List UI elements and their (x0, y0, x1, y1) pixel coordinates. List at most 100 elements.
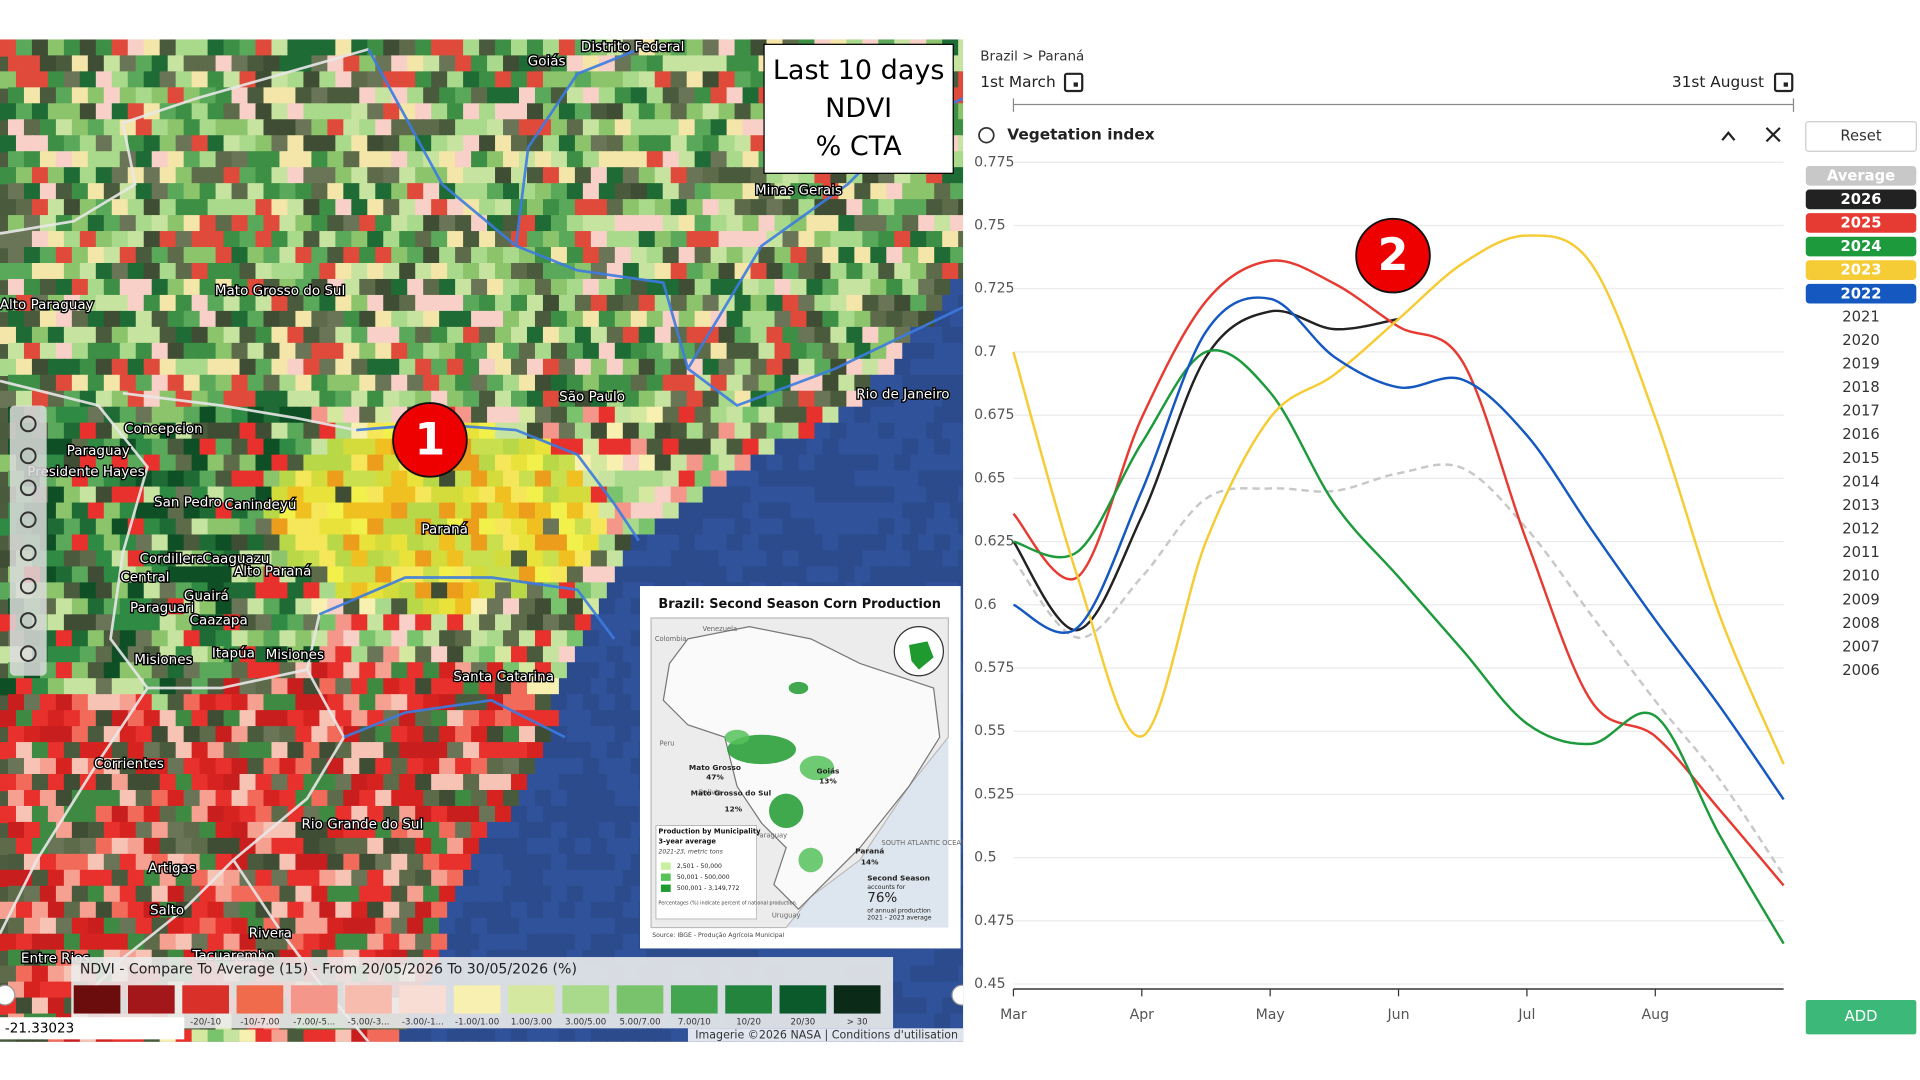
tool-icon[interactable] (19, 415, 37, 433)
inset-production (798, 847, 824, 873)
legend-chip[interactable] (1805, 189, 1917, 210)
map-cell (367, 167, 385, 185)
map-cell (423, 502, 441, 520)
map-cell (279, 310, 297, 329)
map-cell (798, 422, 816, 440)
map-toolbar[interactable] (9, 405, 47, 676)
map-cell (670, 103, 688, 121)
map-cell (255, 454, 273, 472)
map-cell (119, 406, 137, 424)
reset-button[interactable] (1805, 121, 1917, 152)
calendar-icon[interactable] (1063, 72, 1084, 93)
pan-left[interactable] (0, 984, 16, 1006)
map-cell (263, 342, 281, 361)
legend-chip[interactable] (1805, 260, 1917, 280)
map-cell (327, 885, 345, 903)
legend-year[interactable]: 2009 (1842, 591, 1880, 608)
map-cell (79, 710, 98, 728)
map-cell (223, 199, 241, 217)
legend-year[interactable]: 2020 (1842, 332, 1880, 349)
map-cell (534, 470, 553, 488)
legend-year[interactable]: 2018 (1842, 379, 1880, 396)
map-label: Santa Catarina (453, 669, 554, 685)
map-cell (135, 183, 153, 201)
map-cell (558, 294, 577, 313)
map-cell (319, 614, 337, 632)
calendar-icon[interactable] (1773, 72, 1794, 93)
legend-year[interactable]: 2010 (1842, 568, 1880, 585)
legend-year[interactable]: 2012 (1842, 521, 1880, 538)
legend-year[interactable]: 2011 (1842, 544, 1880, 561)
tool-icon[interactable] (19, 511, 37, 529)
map-cell (367, 390, 385, 408)
map-cell (742, 342, 760, 361)
legend-chip[interactable] (1805, 236, 1917, 257)
legend-year[interactable]: 2014 (1842, 473, 1880, 490)
map-cell (495, 199, 513, 217)
map-cell (87, 470, 106, 488)
tool-icon[interactable] (19, 577, 37, 595)
legend-year[interactable]: 2006 (1842, 662, 1880, 679)
ocean-cell (590, 678, 609, 696)
collapse-button[interactable] (1721, 131, 1736, 141)
add-button[interactable] (1805, 1000, 1917, 1035)
ocean-cell (598, 853, 617, 872)
legend-year[interactable]: 2017 (1842, 403, 1880, 420)
map-cell (0, 167, 18, 185)
map-cell (0, 103, 18, 121)
ocean-cell (638, 550, 656, 568)
map-cell (375, 342, 393, 361)
map-cell (167, 758, 185, 776)
map-cell (487, 789, 505, 808)
legend-chip[interactable] (1805, 283, 1917, 304)
ocean-cell (870, 566, 888, 584)
tool-icon[interactable] (19, 544, 37, 562)
map-cell (479, 39, 497, 57)
map-cell (143, 518, 161, 536)
legend-year[interactable]: 2019 (1842, 355, 1880, 372)
map-cell (439, 758, 457, 776)
map-cell (151, 758, 169, 776)
map-cell (0, 199, 18, 217)
tool-icon[interactable] (19, 479, 37, 497)
legend-year[interactable]: 2013 (1842, 497, 1880, 514)
pan-right[interactable] (951, 984, 972, 1006)
legend-chip[interactable] (1805, 213, 1917, 233)
legend-year[interactable]: 2021 (1842, 308, 1880, 325)
map-cell (247, 726, 265, 744)
map-cell (654, 358, 672, 377)
legend-year[interactable]: 2007 (1842, 638, 1880, 655)
map-cell (95, 326, 114, 345)
ocean-cell (934, 1013, 952, 1031)
legend-year[interactable]: 2015 (1842, 450, 1880, 467)
close-button[interactable] (1765, 127, 1781, 143)
map-cell (654, 231, 672, 249)
map-cell (103, 662, 121, 680)
ocean-cell (870, 438, 888, 456)
map-cell (175, 358, 193, 377)
y-tick-label: 0.725 (974, 281, 1014, 297)
map-cell (215, 278, 233, 297)
map-cell (95, 135, 114, 153)
tool-icon[interactable] (19, 612, 37, 629)
ocean-cell (958, 582, 964, 600)
tool-icon[interactable] (19, 645, 37, 662)
ocean-cell (918, 566, 936, 584)
map-cell (343, 853, 361, 872)
map-cell (566, 566, 585, 584)
map-label: Goiás (528, 54, 566, 70)
map-cell (566, 215, 585, 233)
map-cell (790, 278, 808, 297)
tool-icon[interactable] (19, 447, 37, 465)
map-cell (87, 55, 106, 73)
legend-year[interactable]: 2008 (1842, 615, 1880, 632)
map-cell (503, 470, 521, 488)
legend-chip[interactable] (1805, 165, 1917, 186)
legend-year[interactable]: 2016 (1842, 426, 1880, 443)
map-cell (335, 294, 353, 313)
map-cell (431, 199, 449, 217)
map-cell (175, 550, 193, 568)
ocean-cell (910, 486, 928, 504)
map-cell (926, 294, 944, 313)
